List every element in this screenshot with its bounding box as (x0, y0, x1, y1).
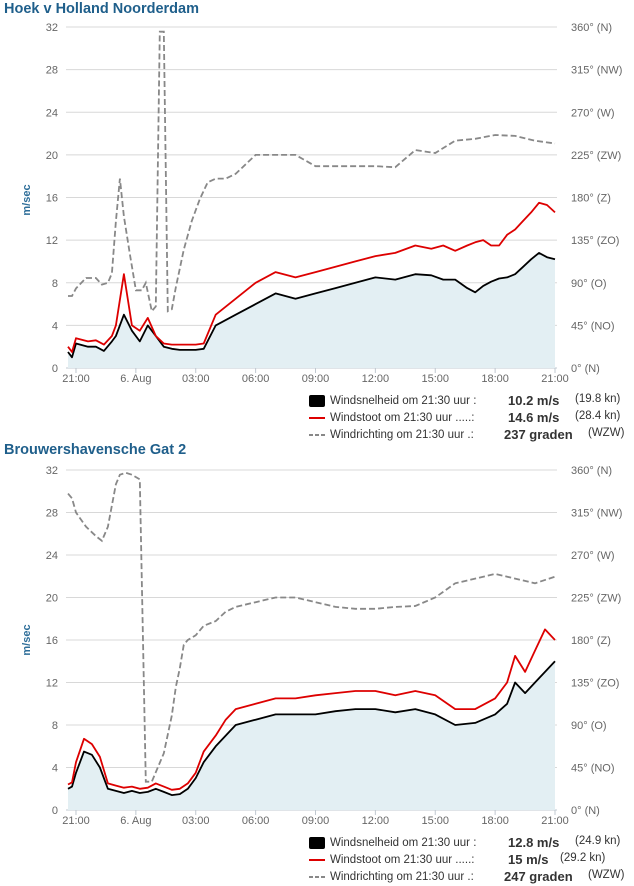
y-tick-label: 28 (46, 65, 58, 77)
wind-chart-brouwershaven: 0 0° (N) 4 45° (NO) 8 90° (O) 12 135° (ZO) 16 180… (21, 465, 622, 827)
x-tick-label: 09:00 (302, 815, 330, 827)
legend-unit-gust: (29.2 kn) (560, 852, 606, 864)
legend-label: Windstoot om 21:30 uur .....: (330, 412, 475, 424)
speed-swatch-icon (309, 395, 325, 407)
x-tick-label: 06:00 (242, 373, 270, 385)
y2-tick-label: 0° (N) (571, 363, 600, 375)
legend-value-direction: 237 graden (504, 427, 573, 442)
y-tick-label: 24 (46, 107, 58, 119)
series-line-windrichting (68, 30, 556, 314)
series-line-windstoot (67, 628, 556, 791)
series-line-windsnelheid (67, 660, 556, 796)
legend-value-speed: 10.2 m/s (508, 393, 560, 408)
y2-tick-label: 90° (O) (571, 278, 607, 290)
gust-line-icon (309, 859, 325, 861)
y-tick-label: 20 (46, 593, 58, 605)
y2-tick-label: 360° (N) (571, 22, 612, 34)
x-tick-label: 21:00 (62, 373, 90, 385)
x-tick-label: 15:00 (421, 373, 449, 385)
legend-label: Windrichting om 21:30 uur .: (330, 429, 474, 441)
y-tick-label: 12 (46, 678, 58, 690)
series-line-windstoot (67, 201, 556, 353)
x-tick-label: 03:00 (182, 373, 210, 385)
x-tick-label: 12:00 (362, 373, 390, 385)
legend-value-direction: 247 graden (504, 869, 573, 884)
x-tick-label: 21:00 (541, 373, 569, 385)
station-title-hoek: Hoek v Holland Noorderdam (4, 1, 199, 17)
y2-tick-label: 135° (ZO) (571, 235, 619, 247)
series-area-windsnelheid (68, 252, 555, 368)
y-axis-title: m/sec (21, 624, 33, 655)
x-tick-label: 18:00 (481, 373, 509, 385)
x-tick-label: 12:00 (362, 815, 390, 827)
y2-tick-label: 315° (NW) (571, 508, 622, 520)
y2-tick-label: 270° (W) (571, 107, 615, 119)
y2-tick-label: 45° (NO) (571, 320, 615, 332)
y-tick-label: 28 (46, 508, 58, 520)
y-tick-label: 16 (46, 635, 58, 647)
station-title-brouwershaven: Brouwershavensche Gat 2 (4, 442, 187, 458)
legend-label: Windsnelheid om 21:30 uur : (330, 837, 477, 849)
y2-tick-label: 90° (O) (571, 720, 607, 732)
x-tick-label: 06:00 (242, 815, 270, 827)
x-tick-label: 21:00 (541, 815, 569, 827)
y-tick-label: 20 (46, 150, 58, 162)
y2-tick-label: 225° (ZW) (571, 593, 621, 605)
legend-unit-direction: (WZW) (588, 869, 625, 881)
y2-tick-label: 270° (W) (571, 550, 615, 562)
x-tick-label: 03:00 (182, 815, 210, 827)
y-tick-label: 4 (52, 763, 58, 775)
y-tick-label: 0 (52, 805, 58, 817)
y-tick-label: 32 (46, 22, 58, 34)
y-tick-label: 8 (52, 720, 58, 732)
legend-value-gust: 14.6 m/s (508, 410, 560, 425)
y2-tick-label: 45° (NO) (571, 763, 615, 775)
y2-tick-label: 315° (NW) (571, 65, 622, 77)
x-tick-label: 21:00 (62, 815, 90, 827)
y-tick-label: 12 (46, 235, 58, 247)
y2-tick-label: 0° (N) (571, 805, 600, 817)
x-tick-label: 6. Aug (120, 815, 151, 827)
legend-unit-gust: (28.4 kn) (575, 410, 621, 422)
y2-tick-label: 180° (Z) (571, 635, 611, 647)
legend-label: Windrichting om 21:30 uur .: (330, 871, 474, 883)
direction-dash-icon (309, 876, 325, 878)
y-tick-label: 24 (46, 550, 58, 562)
legend-label: Windsnelheid om 21:30 uur : (330, 395, 477, 407)
series-area-windsnelheid (68, 661, 555, 810)
y2-tick-label: 135° (ZO) (571, 678, 619, 690)
y2-tick-label: 225° (ZW) (571, 150, 621, 162)
y-tick-label: 0 (52, 363, 58, 375)
legend-unit-speed: (19.8 kn) (575, 393, 621, 405)
y2-tick-label: 360° (N) (571, 465, 612, 477)
y-tick-label: 32 (46, 465, 58, 477)
legend-value-speed: 12.8 m/s (508, 835, 560, 850)
direction-dash-icon (309, 434, 325, 436)
wind-chart-hoek: 0 0° (N) 4 45° (NO) 8 90° (O) 12 135° (ZO) 16 180… (21, 22, 622, 385)
legend-value-gust: 15 m/s (508, 852, 549, 867)
y-axis-title: m/sec (21, 184, 33, 215)
y2-tick-label: 180° (Z) (571, 193, 611, 205)
series-line-windrichting (67, 471, 556, 783)
x-tick-label: 09:00 (302, 373, 330, 385)
gust-line-icon (309, 417, 325, 419)
y-tick-label: 4 (52, 320, 58, 332)
legend-unit-direction: (WZW) (588, 427, 625, 439)
series-line-windsnelheid (67, 252, 556, 359)
legend-unit-speed: (24.9 kn) (575, 835, 621, 847)
x-tick-label: 6. Aug (120, 373, 151, 385)
y-tick-label: 8 (52, 278, 58, 290)
x-tick-label: 15:00 (421, 815, 449, 827)
x-tick-label: 18:00 (481, 815, 509, 827)
y-tick-label: 16 (46, 193, 58, 205)
speed-swatch-icon (309, 837, 325, 849)
legend-label: Windstoot om 21:30 uur .....: (330, 854, 475, 866)
